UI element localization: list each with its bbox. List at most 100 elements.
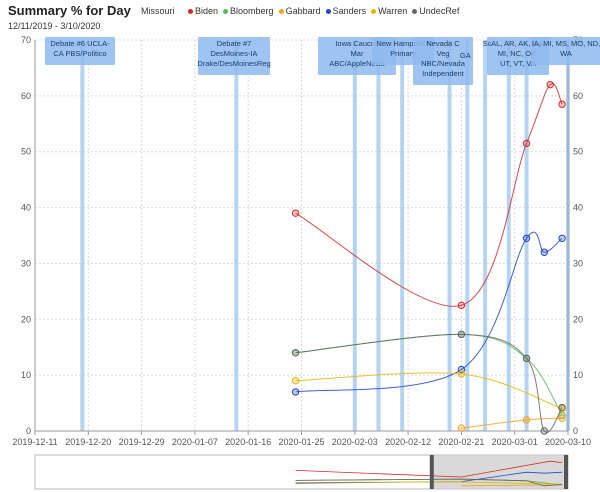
- event-label-text: Debate #6 UCLA-: [50, 39, 110, 48]
- y-tick-label-right: 30: [573, 258, 583, 268]
- event-label-text: Independent: [422, 69, 465, 78]
- series-line-biden: [295, 83, 563, 307]
- event-label-text: CA PBS/Politico: [53, 49, 106, 58]
- data-point-sanders: [558, 234, 566, 242]
- legend-label: Gabbard: [285, 6, 321, 16]
- y-tick-label-right: 40: [573, 203, 583, 213]
- event-label-text: NBC/Nevada: [421, 59, 466, 68]
- legend-swatch: [188, 8, 193, 14]
- event-marker-line: [465, 40, 470, 431]
- legend-swatch: [412, 8, 418, 14]
- legend-label: Sanders: [332, 6, 367, 16]
- x-tick-label: 2020-02-03: [332, 437, 378, 447]
- legend-item-gabbard[interactable]: Gabbard: [278, 6, 321, 16]
- legend-swatch: [223, 8, 229, 14]
- legend-item-biden[interactable]: Biden: [188, 6, 218, 16]
- event-label-bg: [531, 37, 600, 65]
- legend-item-warren[interactable]: Warren: [371, 6, 407, 16]
- chart-title: Summary % for Day: [8, 3, 131, 18]
- overview-line-biden: [295, 460, 563, 478]
- data-point-biden: [522, 139, 531, 148]
- x-tick-label: 2020-01-25: [278, 437, 324, 447]
- data-point-undecref: [291, 349, 300, 357]
- data-point-undecref: [558, 403, 566, 412]
- overview-handle-left[interactable]: [429, 455, 434, 489]
- data-point-sanders: [540, 248, 549, 256]
- event-label-text: DesMoines-IA: [210, 49, 257, 58]
- event-label-box: IA, MI, MS, MO, ND,WA: [531, 37, 600, 65]
- x-tick-label: 2020-03-01: [492, 437, 538, 447]
- event-label-text: WA: [560, 49, 572, 58]
- legend: Biden Bloomberg Gabbard Sanders Warren UndecR…: [188, 6, 464, 16]
- state-label: Missouri: [141, 6, 175, 16]
- event-label-box: Debate #6 UCLA-CA PBS/Politico: [45, 37, 115, 65]
- event-label-bg: [198, 37, 270, 75]
- event-marker-line: [234, 40, 239, 431]
- event-label-text: Veg: [437, 49, 450, 58]
- event-marker-line: [352, 40, 357, 431]
- y-tick-label-left: 70: [21, 35, 31, 45]
- y-tick-label-left: 0: [26, 426, 31, 436]
- data-point-biden: [291, 209, 300, 217]
- x-tick-label: 2019-12-29: [119, 437, 165, 447]
- event-label-text: IA, MI, MS, MO, ND,: [532, 39, 600, 48]
- data-point-sanders: [522, 234, 531, 242]
- event-marker-line: [447, 40, 452, 431]
- legend-label: Biden: [195, 6, 219, 16]
- x-tick-label: 2020-01-16: [225, 437, 271, 447]
- legend-item-undecref[interactable]: UndecRef: [412, 6, 459, 16]
- overview-handle-right[interactable]: [564, 455, 568, 489]
- data-point-biden: [546, 80, 554, 89]
- event-marker-line: [376, 40, 381, 431]
- event-marker-line: [80, 40, 85, 431]
- legend-swatch: [325, 8, 331, 14]
- event-label-text: GA: [460, 51, 471, 60]
- x-tick-label: 2020-03-10: [545, 437, 591, 447]
- legend-label: Warren: [378, 6, 408, 16]
- y-tick-label-right: 20: [573, 314, 583, 324]
- event-label-text: Sc: [483, 39, 492, 48]
- y-tick-label-left: 50: [21, 147, 31, 157]
- y-tick-label-left: 20: [21, 314, 31, 324]
- date-range: 12/11/2019 - 3/10/2020: [8, 21, 101, 31]
- legend-swatch: [371, 8, 377, 14]
- y-tick-label-left: 40: [21, 203, 31, 213]
- x-tick-label: 2019-12-11: [12, 437, 57, 447]
- event-label-text: MI, NC, OK,: [498, 49, 538, 58]
- y-tick-label-left: 60: [21, 91, 31, 101]
- y-tick-label-right: 50: [573, 147, 583, 157]
- event-marker-line: [506, 40, 511, 431]
- data-point-gabbard: [457, 424, 466, 432]
- data-point-biden: [457, 301, 466, 310]
- legend-label: Bloomberg: [230, 6, 274, 16]
- event-label-text: Mar: [351, 49, 364, 58]
- series-line-gabbard: [461, 417, 563, 429]
- x-tick-label: 2020-02-21: [438, 437, 484, 447]
- legend-swatch: [278, 8, 284, 14]
- data-point-warren: [457, 370, 466, 378]
- legend-label: UndecRef: [419, 6, 460, 16]
- series-line-sanders: [295, 231, 563, 393]
- data-point-gabbard: [522, 416, 531, 424]
- legend-item-bloomberg[interactable]: Bloomberg: [223, 6, 274, 16]
- event-label-text: New Hampshire: [376, 39, 429, 48]
- data-point-undecref: [457, 330, 466, 339]
- event-label-bg: [413, 37, 473, 85]
- data-point-biden: [558, 100, 566, 108]
- event-label-text: AL, AR, AK, CA,: [491, 39, 545, 48]
- data-point-gabbard: [558, 414, 566, 422]
- event-label-text: Drake/DesMoinesReg: [197, 59, 270, 68]
- event-label-text: Debate #7: [217, 39, 252, 48]
- y-tick-label-left: 10: [21, 370, 31, 380]
- event-label-text: Primary: [390, 49, 416, 58]
- data-point-warren: [291, 377, 300, 385]
- event-marker-line: [400, 40, 405, 431]
- y-tick-label-left: 30: [21, 258, 31, 268]
- event-label-bg: [45, 37, 115, 65]
- x-tick-label: 2020-02-12: [385, 437, 431, 447]
- event-label-text: UT, VT, VA: [500, 59, 536, 68]
- data-point-undecref: [540, 427, 549, 435]
- legend-item-sanders[interactable]: Sanders: [325, 6, 367, 16]
